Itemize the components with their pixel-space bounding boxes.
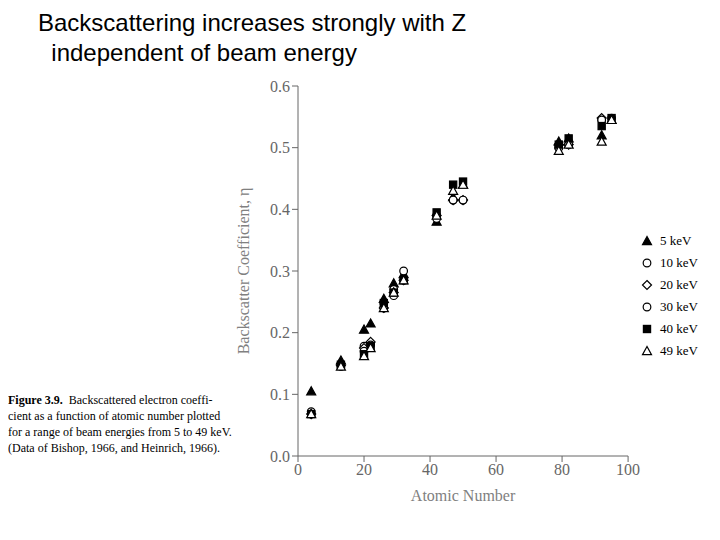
- html-text:5 keV: 5 keV: [660, 233, 692, 248]
- html-text:49 keV: 49 keV: [660, 343, 698, 358]
- html-text:independent of beam energy: independent of beam energy: [38, 39, 357, 66]
- svg-text:80: 80: [554, 461, 570, 478]
- svg-text:20: 20: [356, 461, 372, 478]
- html-text:30 keV: 30 keV: [660, 299, 698, 314]
- html-text:40 keV: 40 keV: [660, 321, 698, 336]
- svg-text:0.5: 0.5: [270, 139, 290, 156]
- svg-text:0.1: 0.1: [270, 386, 290, 403]
- svg-text:0: 0: [294, 461, 302, 478]
- html-text:Figure 3.9. Backscattered elec: Figure 3.9. Backscattered electron coeff…: [8, 393, 232, 455]
- svg-text:Backscatter Coefficient, η: Backscatter Coefficient, η: [235, 188, 253, 355]
- svg-text:0.4: 0.4: [270, 201, 290, 218]
- svg-text:Atomic Number: Atomic Number: [411, 487, 516, 504]
- svg-text:60: 60: [488, 461, 504, 478]
- html-text:20 keV: 20 keV: [660, 277, 698, 292]
- svg-text:100: 100: [616, 461, 640, 478]
- html-text:10 keV: 10 keV: [660, 255, 698, 270]
- html-text:Backscattering increases stron: Backscattering increases strongly with Z: [38, 9, 467, 36]
- svg-text:0.2: 0.2: [270, 324, 290, 341]
- svg-text:0.0: 0.0: [270, 448, 290, 465]
- svg-text:0.6: 0.6: [270, 78, 290, 95]
- svg-text:0.3: 0.3: [270, 263, 290, 280]
- svg-text:40: 40: [422, 461, 438, 478]
